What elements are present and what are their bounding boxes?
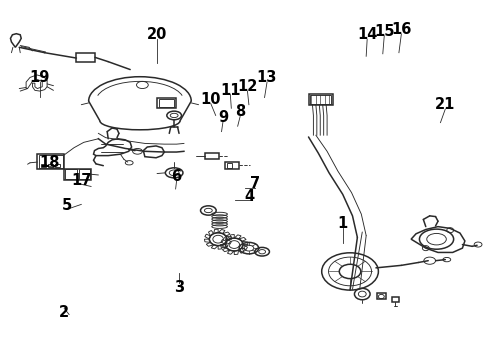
Text: 2: 2 [59, 305, 69, 320]
Text: 17: 17 [71, 172, 92, 188]
Bar [37, 154, 64, 169]
Text: 6: 6 [172, 169, 182, 184]
Text: 9: 9 [218, 110, 228, 125]
Text: 13: 13 [257, 70, 277, 85]
Bar [41, 163, 46, 167]
Bar [48, 163, 53, 167]
Text: 3: 3 [174, 280, 184, 295]
Bar [79, 169, 90, 179]
Bar [76, 53, 95, 62]
Text: 18: 18 [39, 154, 60, 170]
Text: 5: 5 [62, 198, 72, 213]
Text: 12: 12 [237, 79, 258, 94]
Bar [159, 99, 174, 107]
Bar [227, 163, 232, 168]
Text: 4: 4 [245, 189, 255, 204]
Bar [205, 153, 219, 159]
Bar [377, 293, 386, 299]
Bar [310, 95, 331, 104]
Bar [39, 155, 63, 168]
Bar [309, 94, 333, 105]
Text: 11: 11 [220, 83, 241, 98]
Text: 19: 19 [29, 70, 50, 85]
Text: 14: 14 [357, 27, 377, 42]
Text: 16: 16 [391, 22, 412, 37]
Text: 21: 21 [435, 97, 456, 112]
Bar [65, 169, 77, 179]
Bar [55, 163, 60, 167]
Text: 8: 8 [235, 104, 245, 120]
Text: 10: 10 [200, 92, 221, 107]
Text: 15: 15 [374, 24, 394, 39]
Text: 1: 1 [338, 216, 348, 230]
Bar [157, 98, 175, 108]
Bar [392, 297, 399, 302]
Bar [64, 168, 91, 180]
Text: 7: 7 [250, 176, 260, 191]
Bar [225, 162, 239, 168]
Text: 20: 20 [147, 27, 167, 42]
